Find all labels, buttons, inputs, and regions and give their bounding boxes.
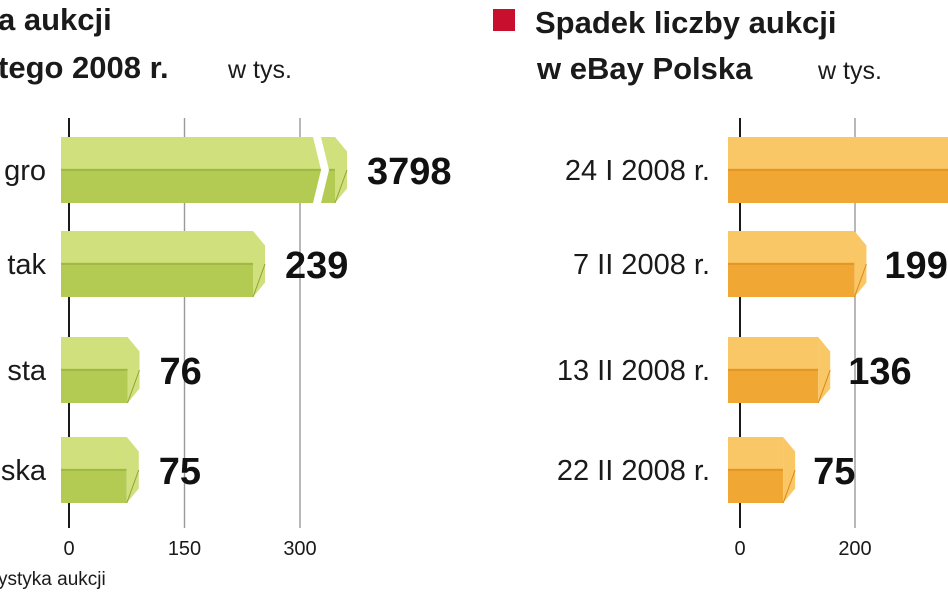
right-bar	[728, 437, 796, 504]
left-chart-ticks: 0 150 300	[63, 538, 316, 560]
left-chart: a aukcji tego 2008 r. w tys. gro 3798 tak 2…	[0, 2, 452, 590]
left-value-label: 239	[285, 245, 348, 287]
left-value-label: 76	[160, 351, 202, 393]
right-bar	[728, 337, 831, 404]
left-category-label: tak	[7, 249, 46, 281]
right-chart-bars: 24 I 2008 r. 7 II 2008 r. 199 13 II 2008 r.…	[557, 137, 948, 504]
right-chart-unit: w tys.	[817, 57, 882, 85]
right-category-label: 7 II 2008 r.	[573, 249, 710, 281]
right-category-label: 13 II 2008 r.	[557, 355, 710, 387]
left-value-label: 3798	[367, 151, 452, 193]
left-bar	[61, 137, 348, 204]
left-bar	[61, 337, 140, 404]
right-tick-label: 200	[838, 538, 871, 560]
right-chart-title-line1: Spadek liczby aukcji	[535, 5, 837, 40]
right-value-label: 136	[848, 351, 911, 393]
left-bar	[61, 437, 140, 504]
left-chart-bars: gro 3798 tak 239 sta 76 ska 75	[1, 137, 452, 504]
right-value-label: 75	[813, 451, 855, 493]
right-category-label: 24 I 2008 r.	[565, 155, 710, 187]
right-chart: Spadek liczby aukcji w eBay Polska w tys…	[493, 5, 948, 560]
right-bar	[728, 137, 948, 203]
left-tick-label: 300	[283, 538, 316, 560]
left-tick-label: 150	[168, 538, 201, 560]
right-chart-title-line2: w eBay Polska	[536, 51, 753, 86]
left-chart-title-line1: a aukcji	[0, 2, 112, 37]
left-chart-unit: w tys.	[227, 56, 292, 84]
left-value-label: 75	[159, 451, 201, 493]
right-tick-label: 0	[734, 538, 745, 560]
right-chart-legend-marker	[493, 9, 515, 31]
right-value-label: 199	[884, 245, 947, 287]
left-category-label: sta	[7, 355, 47, 387]
right-bar	[728, 231, 867, 298]
left-category-label: ska	[1, 455, 47, 487]
left-tick-label: 0	[63, 538, 74, 560]
left-bar	[61, 231, 266, 298]
left-chart-source: ystyka aukcji	[0, 569, 106, 590]
left-category-label: gro	[4, 155, 46, 187]
left-chart-title-line2: tego 2008 r.	[0, 50, 169, 85]
right-chart-ticks: 02004	[734, 538, 871, 560]
right-category-label: 22 II 2008 r.	[557, 455, 710, 487]
